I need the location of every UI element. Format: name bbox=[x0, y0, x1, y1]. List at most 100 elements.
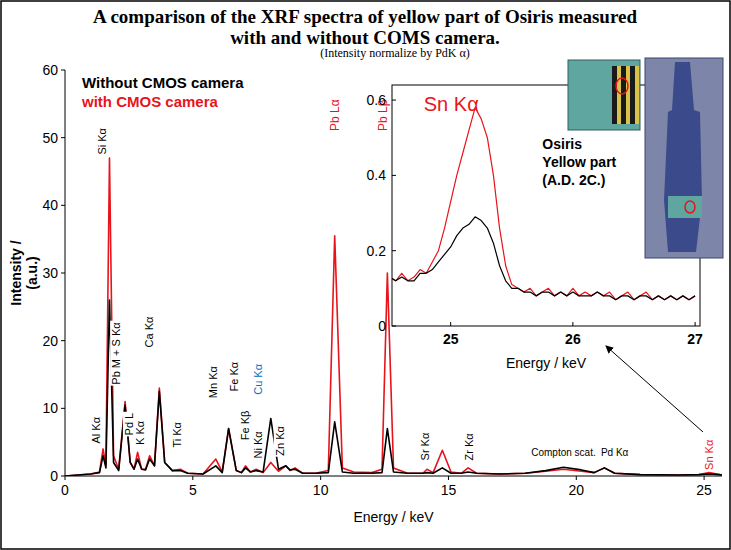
peak-label: Sn Kα bbox=[703, 439, 715, 470]
label-patch bbox=[703, 438, 715, 471]
y-tick-label: 40 bbox=[42, 197, 58, 213]
peak-label-group: Zn Kα bbox=[274, 424, 286, 456]
peak-label: Sr Kα bbox=[419, 432, 431, 460]
photo-figure-shape bbox=[664, 62, 702, 252]
inset-peak-label: Sn Kα bbox=[424, 93, 479, 115]
peak-label: Ni Kα bbox=[252, 431, 264, 459]
x-tick-label: 10 bbox=[313, 482, 329, 498]
y-tick bbox=[61, 340, 65, 341]
inset-y-tick-label: 0.6 bbox=[367, 92, 387, 108]
peak-label-group: Si Kα bbox=[96, 126, 108, 155]
label-patch bbox=[143, 315, 155, 348]
photo-stripe bbox=[621, 66, 626, 124]
peak-label: Fe Kβ bbox=[239, 411, 251, 441]
y-tick-label: 0 bbox=[50, 468, 58, 484]
label-patch bbox=[274, 424, 286, 456]
title-group: A comparison of the XRF spectra of yello… bbox=[93, 6, 638, 48]
label-patch bbox=[463, 432, 475, 462]
legend-entry: with CMOS camera bbox=[81, 93, 219, 110]
y-tick bbox=[61, 137, 65, 138]
inset-caption: Osiris bbox=[542, 136, 582, 152]
legend-entry: Without CMOS camera bbox=[82, 74, 244, 91]
photo-figure-hands bbox=[668, 196, 702, 218]
peak-label-group: Pd Kα bbox=[600, 447, 630, 458]
subtitle: (Intensity normalize by PdK α) bbox=[320, 46, 470, 60]
x-tick-label: 25 bbox=[696, 482, 712, 498]
y-tick bbox=[61, 273, 65, 274]
y-tick bbox=[61, 70, 65, 71]
zoom-arrow bbox=[606, 346, 703, 432]
peak-label: Pb M + S Kα bbox=[110, 322, 122, 385]
peak-label: Fe Kα bbox=[228, 361, 240, 391]
inset-y-tick bbox=[392, 250, 396, 251]
photo-figure bbox=[645, 58, 723, 258]
inset-x-tick bbox=[450, 322, 451, 326]
y-tick bbox=[61, 476, 65, 477]
label-patch bbox=[600, 447, 630, 458]
x-tick-label: 15 bbox=[441, 482, 457, 498]
peak-label-group: Ni Kα bbox=[252, 430, 264, 460]
photo-stripe bbox=[635, 66, 639, 124]
x-tick bbox=[576, 476, 577, 480]
inset-x-tick bbox=[695, 322, 696, 326]
label-patch bbox=[123, 412, 135, 437]
photo-marker bbox=[685, 201, 695, 213]
peak-label-group: K Kα bbox=[134, 419, 146, 446]
peak-label: Pb Lα bbox=[328, 99, 342, 131]
peak-label-group: Sr Kα bbox=[419, 431, 431, 461]
peak-label: Compton scat. bbox=[531, 447, 595, 458]
y-tick bbox=[61, 205, 65, 206]
x-axis-title: Energy / keV bbox=[353, 509, 434, 525]
photo-stripe bbox=[617, 66, 621, 124]
label-patch bbox=[419, 431, 431, 461]
label-patch bbox=[207, 365, 219, 400]
peak-label: Ti Kα bbox=[171, 421, 183, 447]
label-patch bbox=[96, 126, 108, 155]
inset-x-axis-title: Energy / keV bbox=[506, 355, 587, 371]
x-tick bbox=[704, 476, 705, 480]
photo-stripe bbox=[626, 66, 630, 124]
inset-y-tick bbox=[392, 100, 396, 101]
x-tick bbox=[192, 476, 193, 480]
peak-label: Pd Kα bbox=[601, 447, 629, 458]
x-tick-label: 0 bbox=[61, 482, 69, 498]
label-patch bbox=[328, 98, 342, 132]
photo-stripe bbox=[612, 66, 617, 124]
chart-root: A comparison of the XRF spectra of yello… bbox=[0, 0, 731, 550]
x-tick bbox=[65, 476, 66, 480]
x-tick bbox=[320, 476, 321, 480]
peak-label: Ca Kα bbox=[143, 316, 155, 347]
inset-y-tick-label: 0.2 bbox=[367, 243, 387, 259]
inset-caption: Yellow part bbox=[542, 154, 616, 170]
peak-label-group: Pd L bbox=[123, 412, 135, 437]
y-tick-label: 60 bbox=[42, 62, 58, 78]
y-tick-label: 10 bbox=[42, 400, 58, 416]
peak-label: Zn Kα bbox=[274, 425, 286, 455]
label-patch bbox=[171, 420, 183, 448]
peak-label-group: Cu Kα bbox=[252, 362, 264, 395]
label-patch bbox=[228, 360, 240, 392]
peak-label-group: Zr Kα bbox=[463, 432, 475, 462]
y-axis-title: Intensity /(a.u.) bbox=[8, 240, 40, 305]
label-patch bbox=[530, 447, 596, 458]
peak-label-group: Fe Kα bbox=[228, 360, 240, 392]
label-patch bbox=[90, 415, 102, 444]
peak-label-group: Sn Kα bbox=[703, 438, 715, 471]
peak-label: K Kα bbox=[134, 420, 146, 445]
y-tick-label: 30 bbox=[42, 265, 58, 281]
inset-y-tick bbox=[392, 326, 396, 327]
label-patch bbox=[252, 362, 264, 395]
inset-x-tick-label: 25 bbox=[443, 331, 459, 347]
y-tick bbox=[61, 408, 65, 409]
peak-label-group: Al Kα bbox=[90, 415, 102, 444]
peak-label-group: Fe Kβ bbox=[239, 410, 251, 442]
peak-label-group: Compton scat. bbox=[530, 447, 596, 458]
inset-y-tick bbox=[392, 175, 396, 176]
label-patch bbox=[110, 321, 122, 386]
inset-x-tick-label: 26 bbox=[565, 331, 581, 347]
inset-y-tick-label: 0 bbox=[378, 318, 386, 334]
inset-y-tick-label: 0.4 bbox=[367, 167, 387, 183]
photo-stripe bbox=[630, 66, 635, 124]
peak-label-group: Ca Kα bbox=[143, 315, 155, 348]
photos bbox=[568, 58, 723, 258]
